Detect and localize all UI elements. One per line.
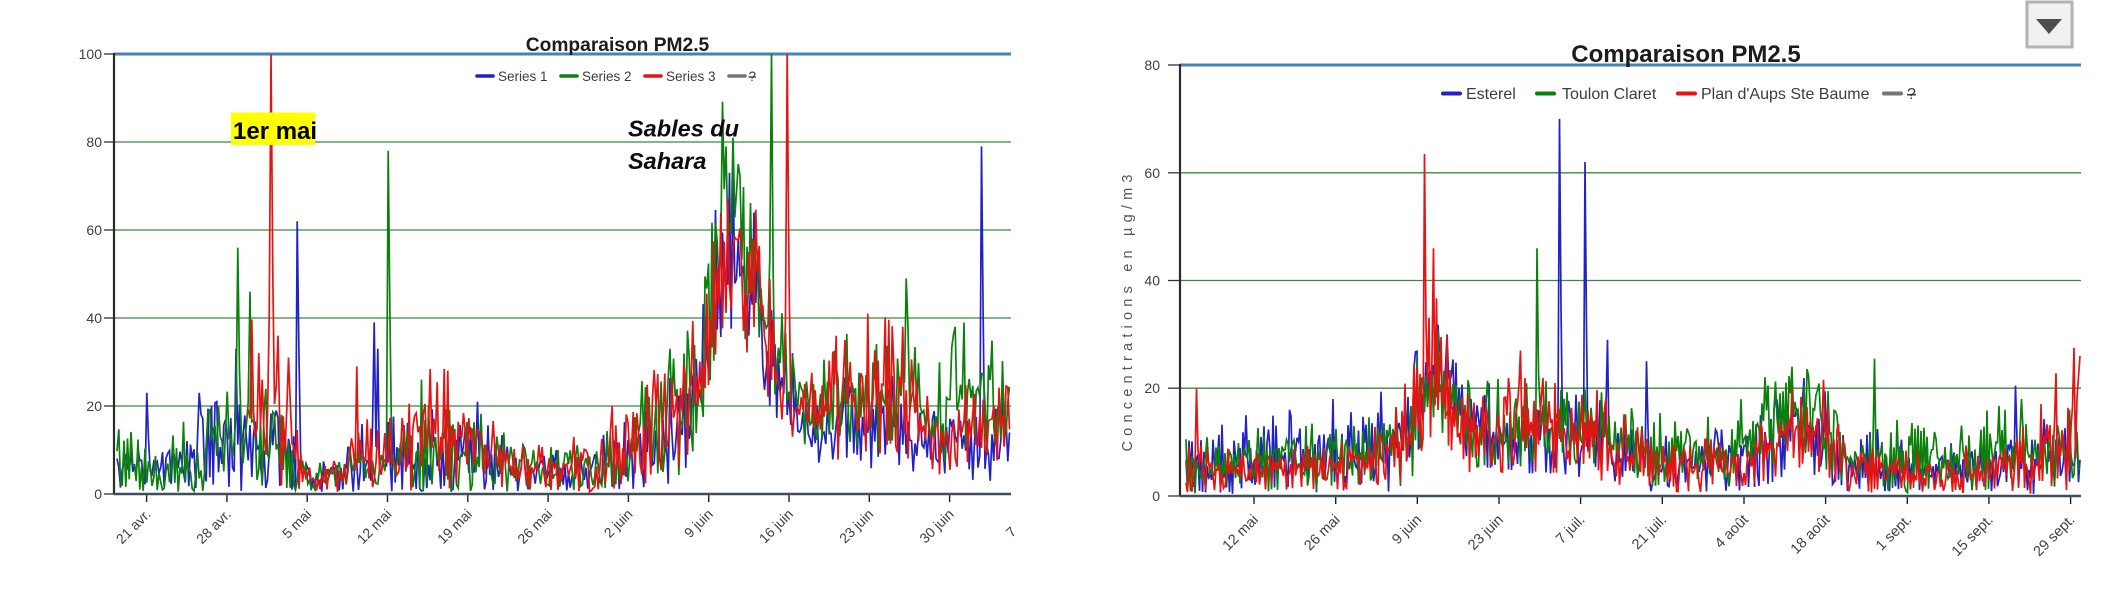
svg-text:7 juil.: 7 juil. (1003, 506, 1037, 540)
svg-text:?: ? (749, 69, 757, 84)
svg-text:Comparaison PM2.5: Comparaison PM2.5 (526, 35, 710, 56)
svg-text:Comparaison PM2.5: Comparaison PM2.5 (1571, 41, 1800, 68)
svg-text:60: 60 (1144, 165, 1160, 181)
svg-text:Esterel: Esterel (1466, 86, 1516, 103)
svg-text:40: 40 (86, 310, 102, 326)
svg-text:Concentrations en µg/m3: Concentrations en µg/m3 (1120, 175, 1136, 452)
svg-text:20: 20 (86, 398, 102, 414)
svg-text:1er mai: 1er mai (233, 118, 317, 145)
svg-text:Series 3: Series 3 (666, 69, 716, 84)
svg-text:Sables du: Sables du (628, 116, 739, 142)
svg-text:Series 2: Series 2 (582, 69, 632, 84)
svg-text:?: ? (1907, 86, 1916, 103)
svg-text:80: 80 (1144, 57, 1160, 73)
svg-text:20: 20 (1144, 380, 1160, 396)
svg-text:40: 40 (1144, 273, 1160, 289)
svg-text:0: 0 (1152, 488, 1160, 504)
svg-text:60: 60 (86, 222, 102, 238)
svg-text:80: 80 (86, 134, 102, 150)
svg-text:Sahara: Sahara (628, 148, 706, 174)
svg-text:Plan d'Aups Ste Baume: Plan d'Aups Ste Baume (1701, 86, 1870, 103)
svg-text:Series 1: Series 1 (498, 69, 548, 84)
svg-text:Toulon Claret: Toulon Claret (1562, 86, 1657, 103)
svg-text:0: 0 (94, 486, 102, 502)
svg-text:100: 100 (79, 46, 103, 62)
